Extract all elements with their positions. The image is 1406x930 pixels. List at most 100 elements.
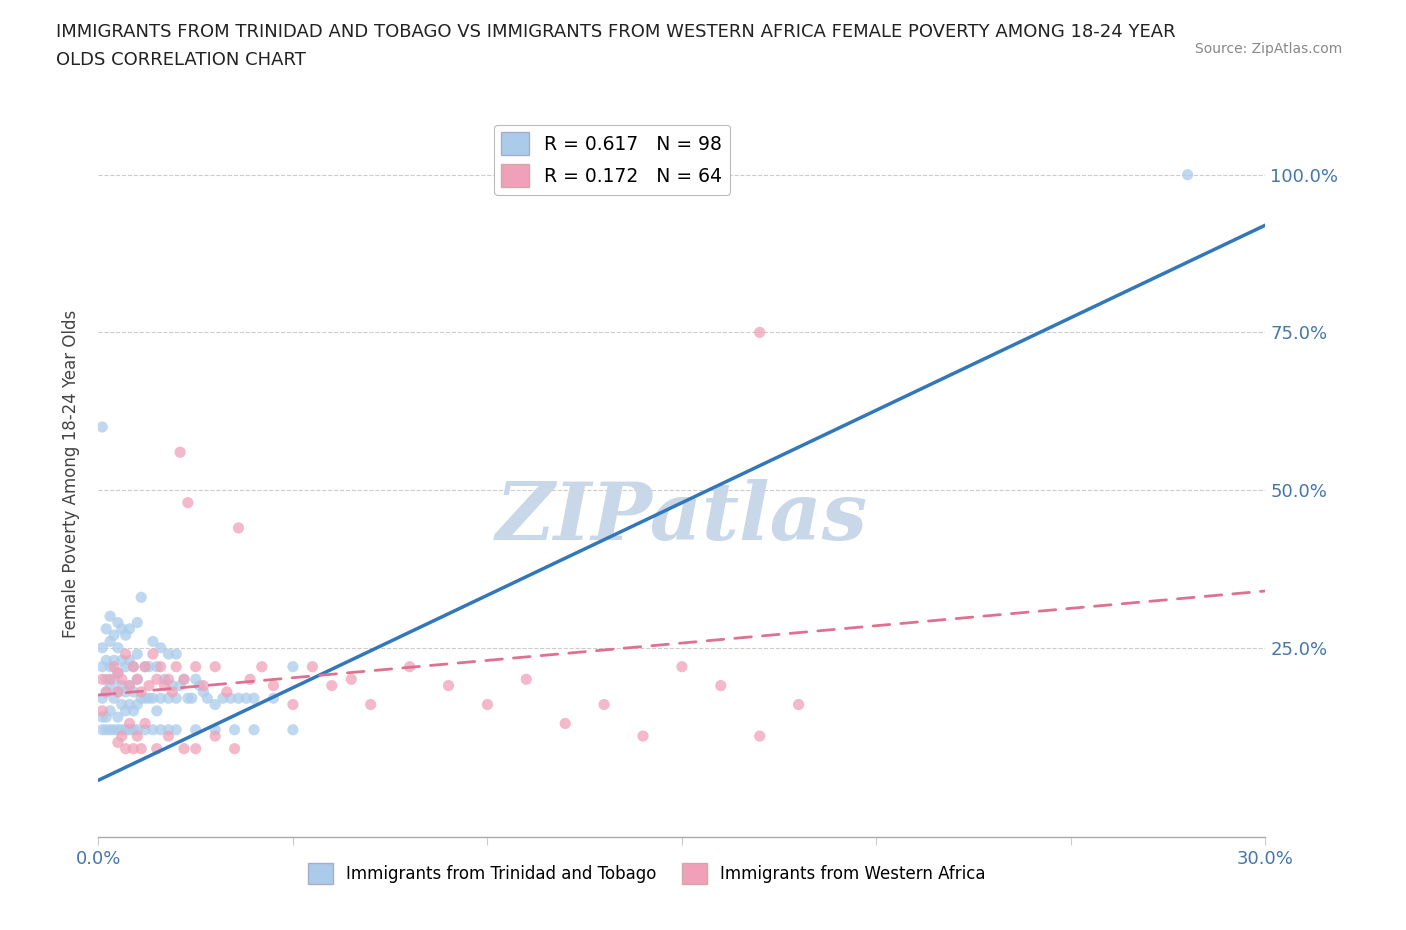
Point	[169, 678, 191, 693]
Point	[149, 641, 172, 656]
Point	[515, 671, 537, 686]
Point	[188, 678, 211, 693]
Point	[111, 678, 134, 693]
Point	[122, 684, 145, 699]
Point	[91, 703, 114, 718]
Point	[142, 723, 165, 737]
Point	[98, 634, 121, 649]
Point	[142, 634, 165, 649]
Point	[212, 691, 235, 706]
Point	[157, 691, 180, 706]
Point	[118, 653, 141, 668]
Point	[250, 659, 273, 674]
Point	[91, 419, 114, 434]
Point	[114, 741, 136, 756]
Point	[157, 728, 180, 743]
Point	[111, 698, 134, 712]
Point	[114, 659, 136, 674]
Point	[157, 723, 180, 737]
Point	[173, 671, 195, 686]
Point	[153, 678, 176, 693]
Point	[157, 671, 180, 686]
Point	[118, 698, 141, 712]
Point	[162, 684, 184, 699]
Point	[103, 653, 125, 668]
Point	[98, 703, 121, 718]
Point	[138, 691, 160, 706]
Point	[235, 691, 257, 706]
Point	[129, 741, 152, 756]
Point	[149, 691, 172, 706]
Point	[122, 659, 145, 674]
Point	[122, 703, 145, 718]
Point	[142, 691, 165, 706]
Point	[228, 521, 250, 536]
Point	[748, 325, 770, 339]
Point	[243, 691, 266, 706]
Point	[195, 691, 218, 706]
Point	[239, 671, 262, 686]
Point	[204, 659, 226, 674]
Point	[146, 741, 169, 756]
Point	[111, 723, 134, 737]
Point	[165, 691, 187, 706]
Point	[134, 723, 156, 737]
Point	[118, 678, 141, 693]
Point	[103, 691, 125, 706]
Point	[98, 723, 121, 737]
Point	[118, 678, 141, 693]
Point	[91, 691, 114, 706]
Point	[204, 723, 226, 737]
Point	[107, 710, 129, 724]
Point	[111, 671, 134, 686]
Point	[114, 684, 136, 699]
Point	[98, 678, 121, 693]
Point	[122, 659, 145, 674]
Point	[127, 671, 149, 686]
Point	[134, 659, 156, 674]
Point	[165, 659, 187, 674]
Point	[193, 678, 215, 693]
Point	[224, 723, 246, 737]
Point	[127, 671, 149, 686]
Point	[593, 698, 616, 712]
Point	[103, 671, 125, 686]
Point	[114, 646, 136, 661]
Legend: Immigrants from Trinidad and Tobago, Immigrants from Western Africa: Immigrants from Trinidad and Tobago, Imm…	[301, 857, 993, 890]
Point	[118, 621, 141, 636]
Point	[173, 741, 195, 756]
Point	[149, 723, 172, 737]
Point	[360, 698, 382, 712]
Point	[321, 678, 343, 693]
Point	[107, 723, 129, 737]
Point	[96, 710, 118, 724]
Point	[91, 671, 114, 686]
Point	[281, 723, 304, 737]
Point	[243, 723, 266, 737]
Point	[153, 671, 176, 686]
Point	[114, 628, 136, 643]
Point	[107, 666, 129, 681]
Point	[107, 684, 129, 699]
Point	[149, 659, 172, 674]
Point	[138, 659, 160, 674]
Point	[204, 698, 226, 712]
Point	[671, 659, 693, 674]
Point	[710, 678, 733, 693]
Point	[262, 678, 284, 693]
Text: IMMIGRANTS FROM TRINIDAD AND TOBAGO VS IMMIGRANTS FROM WESTERN AFRICA FEMALE POV: IMMIGRANTS FROM TRINIDAD AND TOBAGO VS I…	[56, 23, 1175, 41]
Point	[118, 723, 141, 737]
Point	[127, 723, 149, 737]
Point	[98, 659, 121, 674]
Point	[96, 684, 118, 699]
Point	[340, 671, 363, 686]
Point	[111, 728, 134, 743]
Point	[146, 671, 169, 686]
Point	[398, 659, 420, 674]
Point	[103, 723, 125, 737]
Point	[96, 671, 118, 686]
Point	[96, 621, 118, 636]
Point	[98, 671, 121, 686]
Point	[138, 678, 160, 693]
Point	[107, 615, 129, 630]
